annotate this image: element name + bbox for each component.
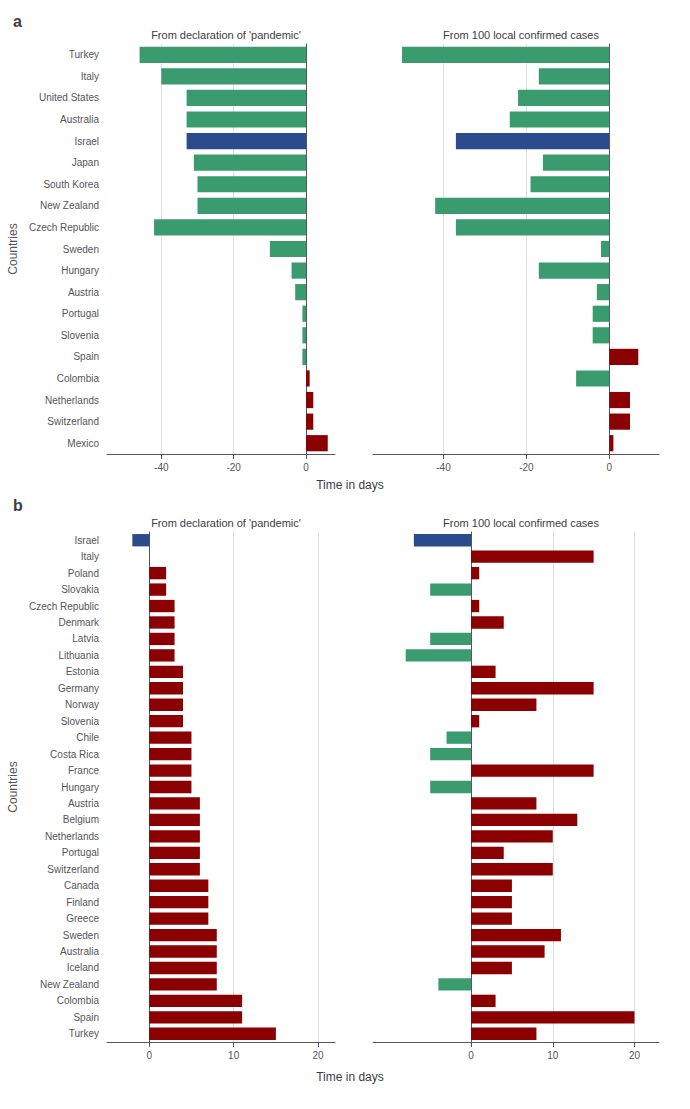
svg-text:Austria: Austria bbox=[68, 798, 100, 809]
svg-text:Australia: Australia bbox=[60, 946, 99, 957]
svg-text:Denmark: Denmark bbox=[58, 617, 100, 628]
svg-text:From 100 local confirmed cases: From 100 local confirmed cases bbox=[443, 517, 599, 529]
svg-text:Lithuania: Lithuania bbox=[58, 650, 99, 661]
svg-text:Spain: Spain bbox=[73, 1012, 99, 1023]
svg-text:Turkey: Turkey bbox=[69, 49, 99, 60]
svg-text:France: France bbox=[68, 765, 100, 776]
svg-text:Estonia: Estonia bbox=[66, 666, 100, 677]
svg-text:Hungary: Hungary bbox=[61, 782, 99, 793]
svg-text:Switzerland: Switzerland bbox=[47, 416, 99, 427]
svg-text:10: 10 bbox=[228, 1050, 240, 1061]
svg-text:Germany: Germany bbox=[58, 683, 99, 694]
svg-text:From declaration of 'pandemic': From declaration of 'pandemic' bbox=[151, 517, 301, 529]
svg-text:Chile: Chile bbox=[76, 732, 99, 743]
svg-text:Spain: Spain bbox=[73, 351, 99, 362]
svg-text:Netherlands: Netherlands bbox=[45, 831, 99, 842]
svg-text:Israel: Israel bbox=[75, 535, 99, 546]
svg-text:Hungary: Hungary bbox=[61, 265, 99, 276]
svg-text:Finland: Finland bbox=[66, 897, 99, 908]
svg-text:Latvia: Latvia bbox=[72, 633, 99, 644]
svg-text:Belgium: Belgium bbox=[63, 814, 99, 825]
svg-text:0: 0 bbox=[303, 462, 309, 473]
svg-text:Time in days: Time in days bbox=[316, 478, 384, 492]
svg-text:Italy: Italy bbox=[81, 71, 99, 82]
svg-text:Sweden: Sweden bbox=[63, 244, 99, 255]
svg-text:Costa Rica: Costa Rica bbox=[50, 749, 99, 760]
svg-text:Iceland: Iceland bbox=[67, 962, 99, 973]
svg-text:20: 20 bbox=[313, 1050, 325, 1061]
svg-text:Austria: Austria bbox=[68, 287, 100, 298]
svg-text:Mexico: Mexico bbox=[67, 438, 99, 449]
svg-text:Portugal: Portugal bbox=[62, 847, 99, 858]
svg-text:United States: United States bbox=[39, 92, 99, 103]
svg-text:Colombia: Colombia bbox=[57, 995, 100, 1006]
svg-text:20: 20 bbox=[629, 1050, 641, 1061]
svg-text:-40: -40 bbox=[154, 462, 169, 473]
svg-text:Sweden: Sweden bbox=[63, 930, 99, 941]
svg-text:New Zealand: New Zealand bbox=[40, 979, 99, 990]
svg-text:0: 0 bbox=[468, 1050, 474, 1061]
svg-text:10: 10 bbox=[547, 1050, 559, 1061]
svg-text:Slovakia: Slovakia bbox=[61, 584, 99, 595]
svg-text:Slovenia: Slovenia bbox=[61, 716, 100, 727]
svg-text:Canada: Canada bbox=[64, 880, 99, 891]
svg-text:-40: -40 bbox=[436, 462, 451, 473]
svg-text:-20: -20 bbox=[226, 462, 241, 473]
svg-text:b: b bbox=[13, 497, 23, 514]
svg-text:Countries: Countries bbox=[6, 223, 20, 274]
svg-text:Time in days: Time in days bbox=[316, 1070, 384, 1084]
svg-text:0: 0 bbox=[146, 1050, 152, 1061]
svg-text:Australia: Australia bbox=[60, 114, 99, 125]
svg-text:Slovenia: Slovenia bbox=[61, 330, 100, 341]
svg-text:Czech Republic: Czech Republic bbox=[29, 601, 99, 612]
svg-text:New Zealand: New Zealand bbox=[40, 200, 99, 211]
svg-text:Israel: Israel bbox=[75, 136, 99, 147]
svg-text:Greece: Greece bbox=[66, 913, 99, 924]
svg-text:Czech Republic: Czech Republic bbox=[29, 222, 99, 233]
svg-text:Colombia: Colombia bbox=[57, 373, 100, 384]
svg-text:Poland: Poland bbox=[68, 568, 99, 579]
svg-text:Japan: Japan bbox=[72, 157, 99, 168]
svg-text:a: a bbox=[13, 13, 22, 30]
svg-text:Portugal: Portugal bbox=[62, 308, 99, 319]
svg-text:-20: -20 bbox=[519, 462, 534, 473]
svg-text:Countries: Countries bbox=[6, 761, 20, 812]
svg-text:Switzerland: Switzerland bbox=[47, 864, 99, 875]
svg-text:South Korea: South Korea bbox=[43, 179, 99, 190]
svg-text:Turkey: Turkey bbox=[69, 1028, 99, 1039]
svg-text:0: 0 bbox=[606, 462, 612, 473]
svg-text:Netherlands: Netherlands bbox=[45, 395, 99, 406]
svg-text:From 100 local confirmed cases: From 100 local confirmed cases bbox=[443, 29, 599, 41]
svg-text:Norway: Norway bbox=[65, 699, 99, 710]
svg-text:From declaration of 'pandemic': From declaration of 'pandemic' bbox=[151, 29, 301, 41]
svg-text:Italy: Italy bbox=[81, 551, 99, 562]
